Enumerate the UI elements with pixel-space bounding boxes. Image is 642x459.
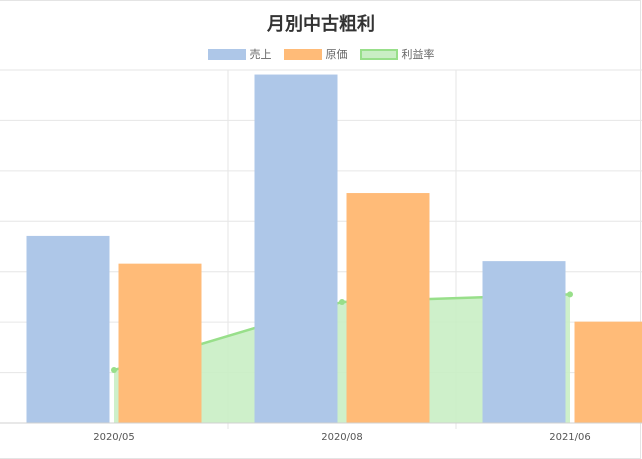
legend-label-margin: 利益率 (401, 48, 435, 61)
legend-label-cost: 原価 (325, 48, 348, 61)
area-margin (114, 294, 570, 423)
legend-item-margin[interactable]: 利益率 (359, 46, 435, 62)
point-margin (567, 291, 573, 298)
bar-cost (346, 193, 430, 424)
bar-cost (574, 321, 642, 424)
x-tick-label: 2021/06 (549, 432, 591, 443)
x-tick-label: 2020/08 (321, 432, 363, 443)
legend-swatch-margin (359, 48, 398, 60)
bar-sales (254, 74, 338, 424)
legend-label-sales: 売上 (249, 48, 272, 61)
legend-swatch-cost (283, 48, 322, 60)
bar-sales (482, 261, 566, 424)
bar-sales (26, 235, 110, 424)
legend-item-sales[interactable]: 売上 (207, 46, 272, 62)
x-tick-label: 2020/05 (93, 432, 135, 443)
legend-item-cost[interactable]: 原価 (283, 46, 348, 62)
chart-title: 月別中古粗利 (267, 14, 375, 35)
point-margin (339, 298, 345, 305)
point-margin (111, 367, 117, 374)
legend-swatch-sales (207, 48, 246, 60)
legend: 売上 原価 利益率 (0, 46, 642, 62)
bar-cost (118, 263, 202, 424)
